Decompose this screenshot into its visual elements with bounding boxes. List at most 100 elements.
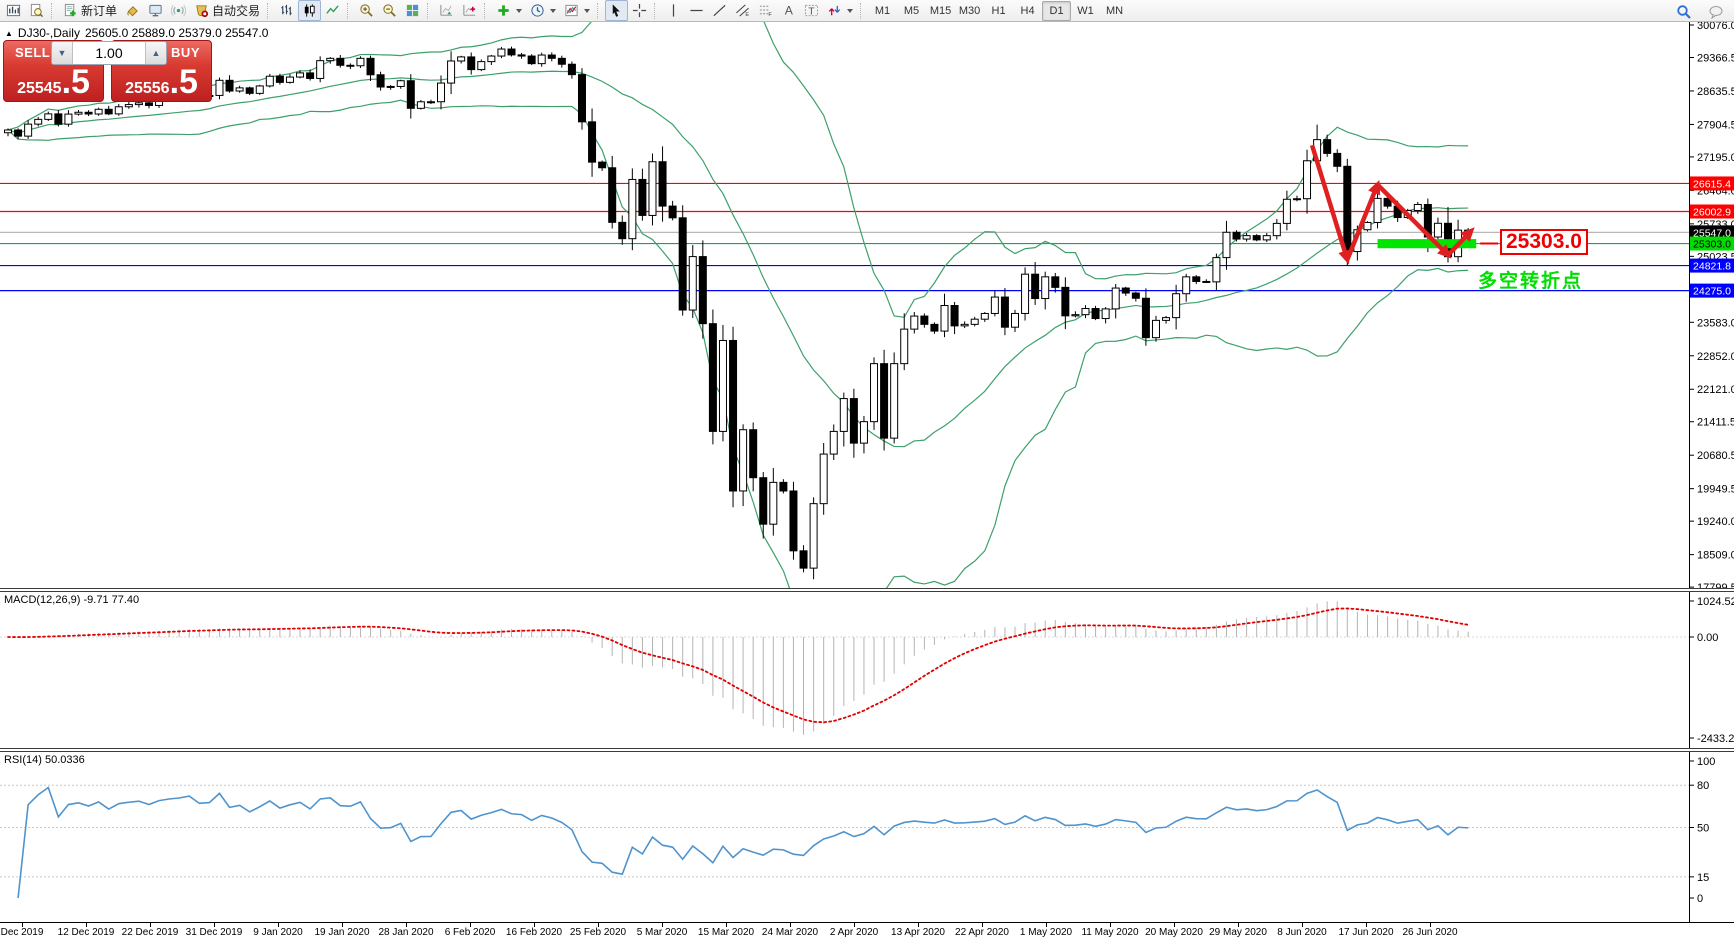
volume-decrease-button[interactable]: ▼ bbox=[52, 42, 73, 64]
date-tick bbox=[534, 923, 535, 927]
rsi-axis-label: 50 bbox=[1697, 823, 1709, 835]
price-axis-label: 19949.5 bbox=[1697, 484, 1734, 496]
timeframe-h1-button[interactable]: H1 bbox=[991, 4, 1006, 17]
fibonacci-button[interactable]: F bbox=[754, 0, 777, 21]
chart-title: ▲ DJ30-,Daily 25605.0 25889.0 25379.0 25… bbox=[5, 26, 268, 40]
clock-icon bbox=[531, 4, 544, 17]
toolbar-separator bbox=[654, 2, 659, 19]
trendline-icon bbox=[713, 4, 726, 17]
signals-button[interactable] bbox=[167, 0, 190, 21]
timeframe-w1-button[interactable]: W1 bbox=[1077, 4, 1094, 17]
chart-style-button[interactable] bbox=[121, 0, 144, 21]
price-axis-label: 27904.5 bbox=[1697, 119, 1734, 131]
date-tick bbox=[854, 923, 855, 927]
timeframe-h4-button[interactable]: H4 bbox=[1020, 4, 1035, 17]
date-label: 5 Mar 2020 bbox=[636, 927, 688, 938]
text-button[interactable]: A bbox=[777, 0, 800, 21]
candlestick-chart-button[interactable] bbox=[298, 0, 322, 21]
price-axis-label: 21411.5 bbox=[1697, 417, 1734, 429]
toolbar-separator bbox=[347, 2, 352, 19]
timeframe-m5-button[interactable]: M5 bbox=[903, 4, 920, 17]
crosshair-icon bbox=[632, 3, 647, 18]
chart-window-button[interactable] bbox=[2, 0, 25, 21]
volume-increase-button[interactable]: ▲ bbox=[145, 42, 166, 64]
panel-divider[interactable] bbox=[0, 588, 1734, 592]
volume-input[interactable]: ▼ 1.00 ▲ bbox=[51, 41, 167, 65]
toolbar-separator bbox=[484, 2, 489, 19]
zigzag-arrows bbox=[1309, 144, 1475, 265]
svg-text:E: E bbox=[745, 12, 749, 18]
community-button[interactable] bbox=[1704, 1, 1728, 22]
price-axis: 30076.029366.528635.527904.527195.026464… bbox=[1689, 22, 1734, 588]
timeframe-d1-button[interactable]: D1 bbox=[1042, 0, 1072, 21]
preview-icon bbox=[30, 3, 44, 18]
bar-chart-button[interactable] bbox=[275, 0, 298, 21]
tile-windows-button[interactable] bbox=[401, 0, 424, 21]
text-label-button[interactable]: T bbox=[800, 0, 823, 21]
terminal-button[interactable] bbox=[144, 0, 167, 21]
autotrading-button[interactable]: 自动交易 bbox=[190, 0, 264, 21]
equidistant-channel-icon: E bbox=[736, 4, 749, 18]
add-indicator-button[interactable] bbox=[492, 0, 526, 21]
zoom-out-button[interactable] bbox=[378, 0, 401, 21]
caret-down-icon bbox=[584, 8, 591, 13]
panel-divider[interactable] bbox=[0, 748, 1734, 752]
buy-price: 25556.5 bbox=[125, 63, 198, 101]
cursor-button[interactable] bbox=[605, 0, 629, 21]
timeframe-mn-button[interactable]: MN bbox=[1105, 4, 1124, 17]
line-chart-button[interactable] bbox=[321, 0, 344, 21]
bar-chart-icon bbox=[281, 4, 292, 16]
macd-values: -9.71 77.40 bbox=[83, 594, 140, 606]
zoom-in-button[interactable] bbox=[355, 0, 378, 21]
date-label: 24 Mar 2020 bbox=[761, 927, 819, 938]
chart-shift-button[interactable] bbox=[458, 0, 481, 21]
rsi-axis-label: 100 bbox=[1697, 756, 1715, 768]
date-label: 1 May 2020 bbox=[1019, 927, 1073, 938]
templates-button[interactable] bbox=[560, 0, 594, 21]
vertical-line-button[interactable] bbox=[662, 0, 685, 21]
rsi-axis-label: 80 bbox=[1697, 780, 1709, 792]
date-tick bbox=[214, 923, 215, 927]
crosshair-button[interactable] bbox=[628, 0, 651, 21]
price-axis-label: 22121.0 bbox=[1697, 384, 1734, 396]
search-icon bbox=[1677, 4, 1691, 19]
horizontal-line-button[interactable] bbox=[685, 0, 708, 21]
symbol-marker-icon: ▲ bbox=[5, 28, 13, 38]
new-order-button[interactable]: 新订单 bbox=[59, 0, 121, 21]
macd-panel-plot[interactable]: 1024.52 0.00 -2433.25 bbox=[0, 592, 1734, 748]
date-tick bbox=[982, 923, 983, 927]
date-tick bbox=[918, 923, 919, 927]
auto-scroll-button[interactable] bbox=[435, 0, 458, 21]
channel-button[interactable]: E bbox=[731, 0, 754, 21]
rsi-axis-label: 15 bbox=[1697, 872, 1709, 884]
date-tick bbox=[470, 923, 471, 927]
macd-axis: 1024.52 0.00 -2433.25 bbox=[1689, 592, 1734, 748]
arrows-button[interactable] bbox=[823, 0, 857, 21]
rsi-panel-plot[interactable]: 100 80 50 15 0 bbox=[0, 752, 1734, 922]
timeframe-m30-button[interactable]: M30 bbox=[958, 4, 981, 17]
search-button[interactable] bbox=[1672, 1, 1696, 22]
main-chart-plot[interactable]: 30076.029366.528635.527904.527195.026464… bbox=[0, 22, 1734, 588]
auto-scroll-icon bbox=[440, 4, 453, 16]
date-tick bbox=[86, 923, 87, 927]
preview-button[interactable] bbox=[25, 0, 48, 21]
date-tick bbox=[662, 923, 663, 927]
tile-windows-icon bbox=[406, 4, 419, 17]
date-label: 15 Mar 2020 bbox=[697, 927, 755, 938]
caret-down-icon bbox=[516, 8, 523, 13]
timeframe-m1-button[interactable]: M1 bbox=[874, 4, 891, 17]
macd-axis-label: 0.00 bbox=[1697, 632, 1718, 644]
price-axis-label: 25023.5 bbox=[1697, 251, 1734, 263]
macd-axis-label: -2433.25 bbox=[1697, 733, 1734, 745]
price-line-label-box bbox=[1690, 225, 1734, 240]
trendline-button[interactable] bbox=[708, 0, 731, 21]
price-axis-label: 18509.0 bbox=[1697, 550, 1734, 562]
periods-button[interactable] bbox=[526, 0, 560, 21]
toolbar-separator bbox=[597, 2, 602, 19]
date-label: 17 Jun 2020 bbox=[1338, 927, 1394, 938]
timeframe-m15-button[interactable]: M15 bbox=[929, 4, 952, 17]
signal-icon bbox=[171, 4, 187, 17]
rsi-axis: 100 80 50 15 0 bbox=[1689, 752, 1715, 922]
support-zone-highlight bbox=[1377, 239, 1477, 249]
line-chart-icon bbox=[326, 5, 339, 14]
